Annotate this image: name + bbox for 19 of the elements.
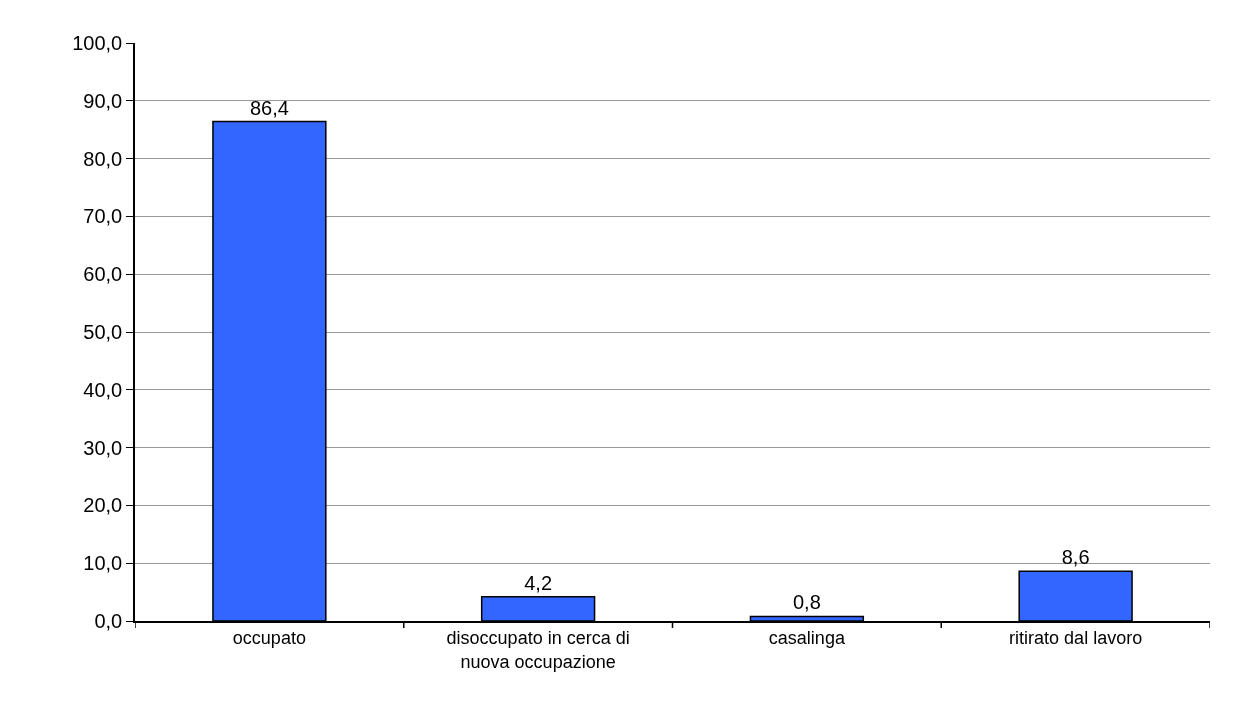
y-tick-label: 80,0 (83, 147, 123, 170)
y-tick-label: 40,0 (83, 378, 123, 401)
data-label: 4,2 (524, 571, 553, 594)
data-label: 8,6 (1061, 546, 1090, 569)
data-label: 86,4 (249, 96, 289, 119)
x-tick-label: ritirato dal lavoro (1009, 628, 1143, 649)
y-tick-label: 10,0 (83, 552, 123, 575)
x-tick-label: disoccupato in cerca di nuova occupazione (446, 628, 630, 672)
x-tick-label: occupato (232, 628, 306, 649)
y-tick-label: 90,0 (83, 89, 123, 112)
y-tick-label: 30,0 (83, 436, 123, 459)
y-tick-label: 60,0 (83, 263, 123, 286)
data-label: 0,8 (792, 591, 821, 614)
y-tick-label: 70,0 (83, 205, 123, 228)
y-tick-label: 100,0 (72, 32, 123, 54)
y-tick-label: 20,0 (83, 494, 123, 517)
y-tick-label: 50,0 (83, 321, 123, 343)
y-tick-label: 0,0 (94, 610, 123, 632)
x-tick-label: casalinga (768, 628, 846, 649)
